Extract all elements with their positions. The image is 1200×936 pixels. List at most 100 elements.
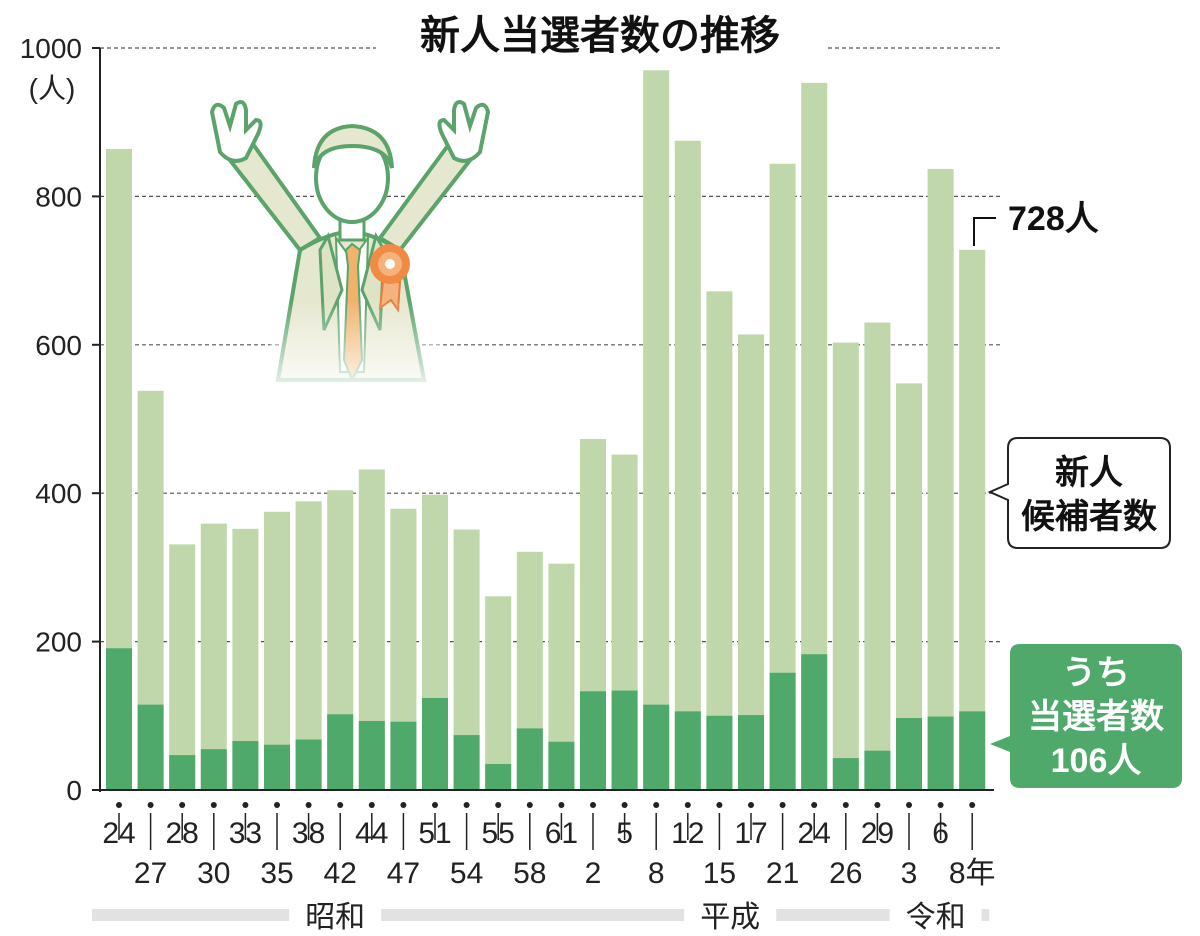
x-tick-label: 8年	[949, 857, 996, 890]
y-tick-label: 800	[35, 181, 82, 212]
winner-bar	[327, 714, 354, 790]
x-tick-label: 55	[482, 817, 515, 850]
x-tick-label: 2	[585, 857, 602, 890]
candidate-bar	[738, 334, 764, 790]
x-tick-dot	[906, 802, 912, 808]
candidate-bar	[264, 511, 290, 790]
winner-bars	[106, 648, 986, 790]
winners-legend-line3: 106人	[1051, 742, 1142, 780]
winner-bar	[706, 715, 733, 790]
x-tick-dot	[147, 802, 154, 808]
x-tick-label: 15	[703, 857, 736, 890]
candidates-legend-callout: 新人 候補者数	[987, 437, 1171, 549]
x-tick-dot	[495, 802, 502, 808]
y-tick-label: 400	[35, 478, 82, 509]
x-tick-dot	[305, 802, 312, 808]
candidate-bar	[959, 249, 986, 791]
candidate-celebrating-illustration	[209, 100, 491, 400]
chart-title: 新人当選者数の推移	[420, 14, 780, 58]
winner-bar	[137, 704, 164, 790]
winner-bar	[232, 741, 259, 790]
era-label: 昭和	[305, 901, 365, 934]
winner-bar	[516, 728, 543, 790]
x-tick-label: 12	[671, 817, 704, 850]
era-label-bg	[289, 898, 382, 934]
winner-bar	[548, 741, 575, 790]
era-label-bg	[684, 898, 777, 934]
candidate-bar	[200, 523, 227, 790]
x-tick-dot	[621, 802, 628, 808]
winner-bar	[358, 720, 385, 790]
x-tick-label: 26	[829, 857, 862, 890]
y-tick-label: 1000	[20, 33, 82, 64]
x-tick-dot	[368, 802, 375, 808]
winner-bar	[422, 697, 448, 790]
x-tick-dot	[779, 802, 786, 808]
winner-bar	[200, 749, 227, 790]
winner-bar	[485, 764, 512, 790]
x-tick-label: 33	[229, 817, 262, 850]
winner-bar	[169, 755, 196, 790]
winners-legend-callout: うち 当選者数 106人	[990, 644, 1182, 788]
x-tick-label: 38	[292, 817, 325, 850]
era-labels: 昭和 平成 令和	[92, 898, 990, 934]
era-label: 平成	[700, 901, 760, 934]
y-tick-label: 600	[35, 330, 82, 361]
winner-bar	[580, 691, 606, 790]
winner-bar	[390, 721, 417, 790]
x-tick-dot	[337, 802, 344, 808]
rosette-icon	[370, 244, 410, 313]
y-tick-label: 0	[66, 775, 82, 806]
x-tick-label: 5	[616, 817, 633, 850]
candidate-bar	[706, 291, 733, 790]
candidate-bar	[169, 544, 196, 790]
latest-candidates-annotation: 728人	[1008, 200, 1099, 238]
x-tick-dot	[590, 802, 596, 808]
x-tick-label: 58	[513, 857, 546, 890]
y-tick-label: 200	[35, 627, 82, 658]
x-tick-dot	[748, 802, 754, 808]
winners-legend-line1: うち	[1062, 654, 1130, 692]
x-tick-label: 42	[324, 857, 357, 890]
x-tick-dot	[558, 802, 565, 808]
x-tick-dot	[937, 802, 944, 808]
x-tick-dot	[684, 802, 691, 808]
winner-bar	[674, 711, 701, 790]
x-tick-labels: 2427283033353842444751545558612581215172…	[102, 802, 996, 890]
x-tick-label: 27	[134, 857, 167, 890]
winner-bar	[295, 739, 322, 790]
x-tick-label: 8	[648, 857, 665, 890]
x-tick-dot	[274, 802, 280, 808]
x-tick-label: 28	[166, 817, 199, 850]
x-tick-label: 17	[734, 817, 767, 850]
x-tick-label: 35	[260, 857, 293, 890]
x-tick-label: 24	[102, 817, 135, 850]
candidate-bar	[832, 342, 859, 790]
winner-bar	[643, 704, 670, 790]
x-tick-label: 61	[545, 817, 578, 850]
x-tick-label: 30	[197, 857, 230, 890]
x-tick-dot	[210, 802, 217, 808]
y-tick-labels: 0 200 400 600 800 1000	[20, 33, 100, 806]
candidate-bar	[643, 70, 670, 790]
x-tick-dot	[179, 802, 186, 808]
winner-bar	[106, 648, 132, 790]
x-tick-dot	[242, 802, 249, 808]
x-tick-label: 29	[861, 817, 894, 850]
winner-bar	[864, 750, 891, 790]
annotation-leader	[973, 217, 996, 246]
candidate-bar	[485, 596, 512, 790]
winner-bar	[453, 735, 480, 790]
era-label-bg	[889, 898, 982, 934]
x-tick-label: 6	[932, 817, 949, 850]
winner-bar	[738, 715, 764, 790]
x-tick-label: 3	[901, 857, 918, 890]
x-tick-dot	[811, 802, 818, 808]
x-tick-dot	[400, 802, 407, 808]
x-tick-dot	[653, 802, 660, 808]
winner-bar	[264, 744, 290, 790]
x-tick-dot	[432, 802, 438, 808]
candidate-bar	[864, 322, 891, 790]
x-tick-label: 24	[798, 817, 831, 850]
